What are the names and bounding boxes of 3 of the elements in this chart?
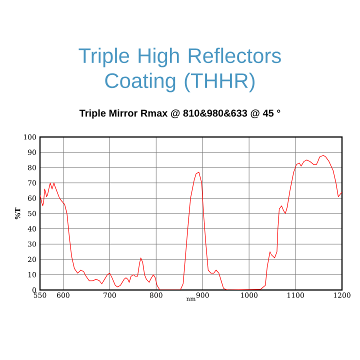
chart-subtitle: Triple Mirror Rmax @ 810&980&633 @ 45 ° — [79, 109, 280, 119]
chart-title: Triple High Reflectors Coating (THHR) — [78, 48, 281, 92]
line-series — [40, 155, 342, 290]
